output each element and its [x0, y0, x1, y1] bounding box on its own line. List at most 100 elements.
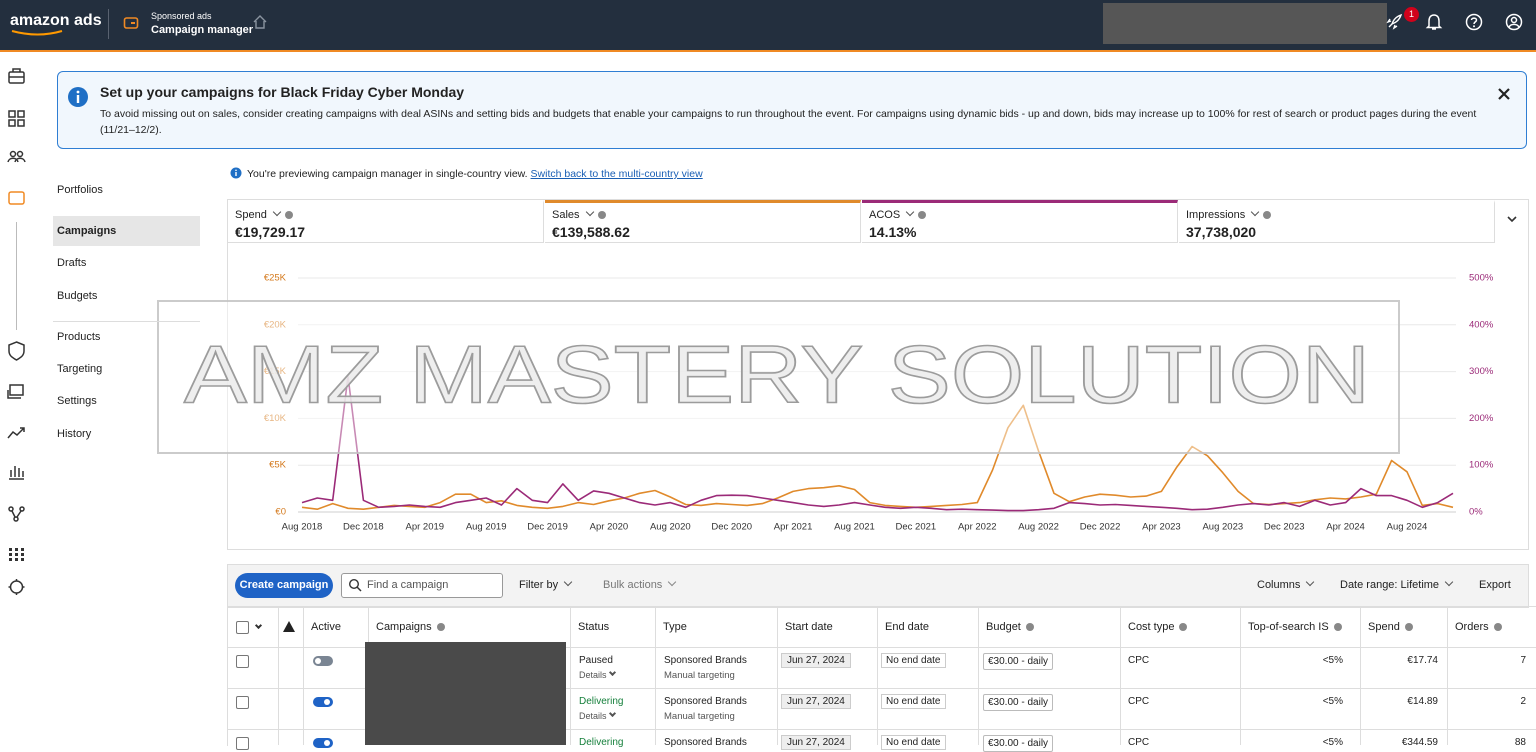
column-header[interactable]: Spend — [1368, 621, 1413, 633]
metric-label: Sales — [552, 207, 606, 221]
cost-type: CPC — [1128, 696, 1150, 707]
status: Paused — [579, 655, 613, 666]
targeting: Manual targeting — [664, 711, 735, 722]
metric-card[interactable]: Spend €19,729.17 — [228, 200, 544, 243]
y-tick-label: €25K — [264, 273, 287, 284]
column-header[interactable]: Campaigns — [376, 621, 445, 633]
column-header[interactable]: Start date — [785, 621, 833, 633]
metric-card[interactable]: Sales €139,588.62 — [545, 200, 861, 243]
col-border — [1360, 606, 1361, 745]
user-icon[interactable] — [1505, 13, 1523, 31]
x-tick-label: Apr 2023 — [1142, 522, 1181, 533]
chevron — [608, 709, 616, 718]
active-toggle[interactable] — [313, 656, 333, 666]
row-checkbox[interactable] — [236, 737, 249, 750]
start-date[interactable]: Jun 27, 2024 — [781, 735, 851, 750]
campaign-icon — [123, 17, 139, 29]
chevron — [1251, 207, 1260, 217]
column-header[interactable]: Cost type — [1128, 621, 1188, 633]
end-date[interactable]: No end date — [881, 653, 946, 668]
budget[interactable]: €30.00 - daily — [983, 653, 1054, 670]
row-border — [228, 647, 1536, 648]
col-border — [570, 606, 571, 745]
date-range[interactable]: Date range: Lifetime — [1340, 577, 1454, 591]
x-tick-label: Apr 2020 — [590, 522, 629, 533]
filter-by[interactable]: Filter by — [519, 577, 573, 591]
budget[interactable]: €30.00 - daily — [983, 735, 1054, 752]
metrics-expand[interactable] — [1506, 215, 1518, 225]
header-text: Status — [578, 621, 610, 633]
col-border — [1240, 606, 1241, 745]
end-date[interactable]: No end date — [881, 694, 946, 709]
start-date[interactable]: Jun 27, 2024 — [781, 694, 851, 709]
rocket-icon[interactable] — [1384, 12, 1404, 32]
col-border — [278, 606, 279, 745]
nav-item[interactable]: Campaigns — [57, 225, 117, 237]
nav-item[interactable]: Budgets — [57, 290, 98, 302]
column-header[interactable]: Status — [578, 621, 609, 633]
nav-item[interactable]: Portfolios — [57, 184, 103, 196]
info-icon — [1025, 623, 1034, 631]
brand-smile — [11, 30, 63, 36]
x-tick-label: Apr 2024 — [1326, 522, 1365, 533]
bulk-actions[interactable]: Bulk actions — [603, 577, 677, 591]
export[interactable]: Export — [1479, 579, 1511, 591]
x-tick-label: Aug 2020 — [650, 522, 691, 533]
help-icon[interactable] — [1465, 13, 1483, 31]
info-icon — [1179, 623, 1188, 631]
col-border — [303, 606, 304, 745]
header-checkbox[interactable] — [236, 621, 249, 634]
nav-divider — [53, 321, 200, 322]
x-tick-label: Dec 2021 — [896, 522, 937, 533]
status: Delivering — [579, 737, 624, 748]
column-header[interactable]: Budget — [986, 621, 1034, 633]
toggle-knob — [315, 658, 321, 664]
campaign-type: Sponsored Brands — [664, 737, 747, 748]
banner-close[interactable] — [1497, 87, 1511, 101]
active-toggle[interactable] — [313, 697, 333, 707]
create-campaign-button[interactable]: Create campaign — [235, 573, 333, 598]
filter-label: Filter by — [519, 579, 559, 591]
brand[interactable]: amazon ads — [10, 12, 102, 29]
column-header[interactable]: Orders — [1455, 621, 1502, 633]
row-checkbox[interactable] — [236, 696, 249, 709]
status-details[interactable]: Details — [579, 668, 616, 680]
y2-tick-label: 300% — [1469, 366, 1494, 377]
search-box[interactable] — [341, 573, 503, 598]
y-tick-label: €15K — [264, 366, 287, 377]
active-toggle[interactable] — [313, 738, 333, 748]
top-of-search: <5% — [1322, 737, 1343, 748]
column-header[interactable]: End date — [885, 621, 929, 633]
budget[interactable]: €30.00 - daily — [983, 694, 1054, 711]
columns-menu[interactable]: Columns — [1257, 577, 1315, 591]
preview-link[interactable]: Switch back to the multi-country view — [530, 168, 703, 180]
watermark-box — [157, 300, 1400, 454]
x-tick-label: Aug 2024 — [1387, 522, 1428, 533]
nav-item[interactable]: History — [57, 428, 92, 440]
preview-notice: You're previewing campaign manager in si… — [247, 168, 703, 180]
row-checkbox[interactable] — [236, 655, 249, 668]
metric-card[interactable]: ACOS 14.13% — [862, 200, 1178, 243]
home-icon[interactable] — [252, 14, 268, 30]
banner — [57, 71, 1527, 149]
nav-item[interactable]: Products — [57, 331, 101, 343]
start-date[interactable]: Jun 27, 2024 — [781, 653, 851, 668]
column-header[interactable]: Top-of-search IS — [1248, 621, 1342, 633]
toggle-knob — [324, 740, 330, 746]
status-details[interactable]: Details — [579, 709, 616, 721]
bell-icon[interactable] — [1425, 12, 1443, 32]
table-frame — [227, 606, 1536, 746]
header-text: Budget — [986, 621, 1021, 633]
chevron — [585, 207, 594, 217]
info-icon — [436, 623, 445, 631]
nav-item[interactable]: Settings — [57, 395, 97, 407]
x-tick-label: Apr 2021 — [774, 522, 813, 533]
metric-card[interactable]: Impressions 37,738,020 — [1179, 200, 1495, 243]
orders: 2 — [1520, 696, 1526, 707]
metric-value: €19,729.17 — [235, 224, 306, 240]
column-header[interactable]: Type — [663, 621, 687, 633]
nav-item[interactable]: Targeting — [57, 363, 103, 375]
column-header[interactable]: Active — [311, 621, 341, 633]
nav-item[interactable]: Drafts — [57, 257, 87, 269]
end-date[interactable]: No end date — [881, 735, 946, 750]
